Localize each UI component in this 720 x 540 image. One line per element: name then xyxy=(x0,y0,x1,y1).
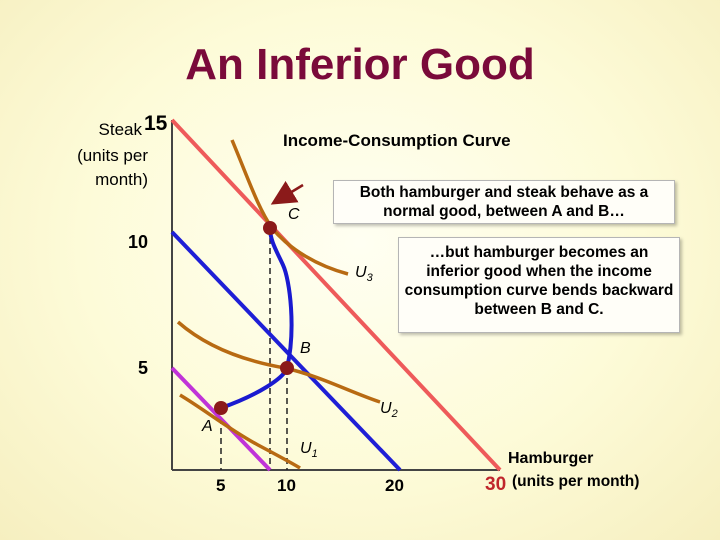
point-label-c: C xyxy=(288,206,300,223)
y-axis-label-line1: Steak xyxy=(98,120,142,139)
u3-letter: U xyxy=(355,264,367,281)
u2-subscript: 2 xyxy=(391,408,398,421)
indifference-curve-u2 xyxy=(176,320,381,404)
u3-subscript: 3 xyxy=(366,272,373,285)
curve-label-u3: U3 xyxy=(355,264,373,284)
income-consumption-curve xyxy=(220,227,294,410)
y-axis-label-line3: month) xyxy=(95,170,148,189)
y-tick-10: 10 xyxy=(128,232,149,252)
indifference-curve-u1 xyxy=(179,393,301,470)
x-axis-label-line1: Hamburger xyxy=(508,450,594,467)
point-c xyxy=(263,221,277,235)
icc-arrow xyxy=(270,180,304,205)
u1-letter: U xyxy=(300,440,312,457)
x-axis-label-line2: (units per month) xyxy=(512,473,640,490)
point-label-a: A xyxy=(202,418,213,435)
point-b xyxy=(280,361,294,375)
u1-subscript: 1 xyxy=(311,448,318,461)
slide-title: An Inferior Good xyxy=(185,40,535,89)
icc-title: Income-Consumption Curve xyxy=(283,131,511,150)
note-normal-good: Both hamburger and steak behave as a nor… xyxy=(333,180,675,224)
budget-line-1 xyxy=(170,366,272,472)
y-tick-5: 5 xyxy=(138,358,149,378)
budget-line-2 xyxy=(170,230,402,472)
x-tick-20: 20 xyxy=(385,476,404,495)
point-label-b: B xyxy=(300,340,311,357)
y-axis-label-line2: (units per xyxy=(77,146,148,165)
point-a xyxy=(214,401,228,415)
note-inferior-good: …but hamburger becomes an inferior good … xyxy=(398,237,680,333)
x-tick-10: 10 xyxy=(277,476,296,495)
curve-label-u2: U2 xyxy=(380,400,398,420)
y-tick-15: 15 xyxy=(144,112,168,135)
budget-line-3 xyxy=(170,118,502,472)
u2-letter: U xyxy=(380,400,392,417)
x-tick-5: 5 xyxy=(216,476,226,495)
curve-label-u1: U1 xyxy=(300,440,318,460)
x-tick-30: 30 xyxy=(485,474,507,495)
